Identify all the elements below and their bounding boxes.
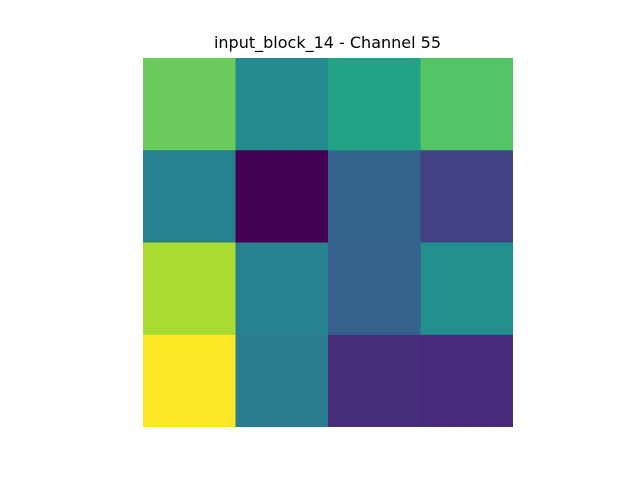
heatmap-cell-r3-c1 [235, 334, 329, 427]
heatmap-cell-r0-c3 [420, 58, 513, 151]
chart-title: input_block_14 - Channel 55 [213, 33, 442, 52]
heatmap-cell-r3-c3 [420, 334, 513, 427]
heatmap-cell-r0-c0 [143, 58, 236, 151]
heatmap-cell-r1-c0 [143, 150, 236, 243]
heatmap-cell-r1-c1 [235, 150, 329, 243]
heatmap-cell-r2-c2 [328, 242, 421, 336]
heatmap-cell-r3-c0 [143, 334, 236, 427]
heatmap-cell-r0-c2 [328, 58, 421, 151]
heatmap-cell-r1-c2 [328, 150, 421, 243]
heatmap-cell-r1-c3 [420, 150, 513, 243]
heatmap [143, 58, 513, 427]
heatmap-cell-r3-c2 [328, 334, 421, 427]
heatmap-cell-r2-c1 [235, 242, 329, 336]
heatmap-cell-r0-c1 [235, 58, 329, 151]
heatmap-cell-r2-c3 [420, 242, 513, 336]
heatmap-cell-r2-c0 [143, 242, 236, 336]
